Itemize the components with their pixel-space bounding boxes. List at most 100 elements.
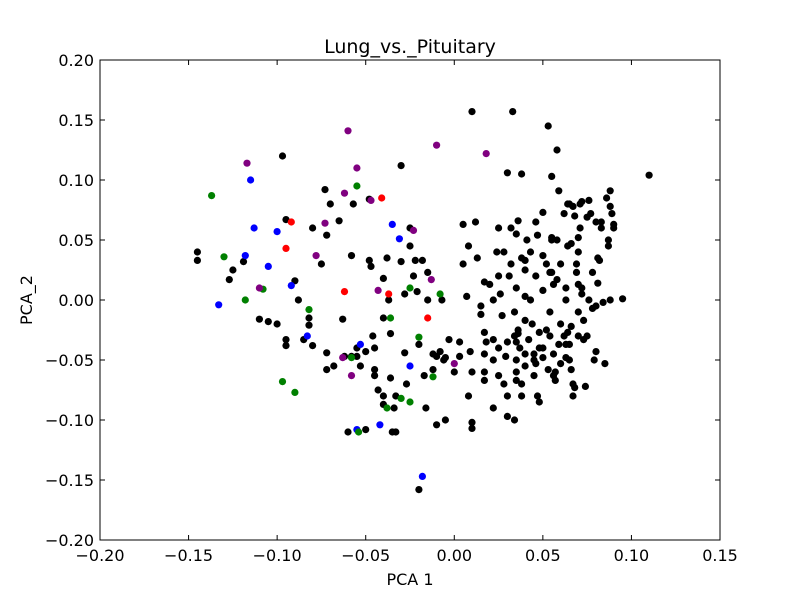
data-point <box>349 200 357 208</box>
data-point <box>482 150 490 158</box>
data-point <box>489 336 497 344</box>
data-point <box>353 352 361 360</box>
data-point <box>512 338 520 346</box>
data-point <box>496 290 504 298</box>
data-point <box>323 349 331 357</box>
data-point <box>386 330 395 338</box>
data-point <box>371 366 379 374</box>
data-point <box>521 362 529 370</box>
data-point <box>610 224 618 232</box>
data-point <box>645 171 653 179</box>
data-point <box>353 164 361 172</box>
data-point <box>500 380 508 388</box>
x-tick-label: −0.10 <box>253 546 302 565</box>
data-point <box>505 272 513 280</box>
data-point <box>489 356 497 364</box>
data-point <box>489 404 497 412</box>
data-point <box>532 360 540 368</box>
data-point <box>397 258 405 266</box>
data-point <box>379 314 387 322</box>
data-point <box>239 258 248 266</box>
data-point <box>525 336 533 344</box>
data-point <box>569 392 577 400</box>
data-point <box>510 308 519 316</box>
data-point <box>247 176 255 184</box>
y-axis-label: PCA_2 <box>17 275 37 325</box>
data-point <box>383 404 391 412</box>
data-point <box>330 362 338 370</box>
data-point <box>495 372 503 380</box>
data-point <box>503 338 511 346</box>
data-point <box>340 189 349 197</box>
data-point <box>542 260 551 268</box>
y-tick-label: −0.15 <box>45 471 94 490</box>
data-point <box>477 302 485 310</box>
y-tick-label: −0.20 <box>45 531 94 550</box>
data-point <box>429 350 437 358</box>
data-point <box>273 320 281 328</box>
data-point <box>503 392 511 400</box>
data-point <box>379 274 387 282</box>
data-point <box>427 276 435 284</box>
data-point <box>567 240 575 248</box>
data-point <box>406 242 414 250</box>
data-point <box>215 301 223 309</box>
data-point <box>585 196 593 204</box>
data-point <box>305 306 313 314</box>
data-point <box>459 220 467 228</box>
data-point <box>424 314 432 322</box>
y-tick-label: 0.15 <box>58 111 94 130</box>
data-point <box>385 290 393 298</box>
data-point <box>512 284 520 292</box>
data-point <box>581 382 590 390</box>
data-point <box>539 286 547 294</box>
data-point <box>521 266 529 274</box>
y-tick-label: 0.20 <box>58 51 94 70</box>
data-point <box>340 288 349 296</box>
x-tick-label: −0.15 <box>164 546 213 565</box>
data-point <box>278 152 287 160</box>
data-point <box>530 372 538 380</box>
data-point <box>229 266 237 274</box>
data-point <box>441 354 449 362</box>
data-point <box>532 272 540 280</box>
data-point <box>468 424 476 432</box>
data-point <box>362 426 370 434</box>
data-point <box>347 372 356 380</box>
data-point <box>562 296 570 304</box>
data-point <box>583 332 591 340</box>
data-point <box>606 187 614 195</box>
data-point <box>335 217 343 225</box>
data-point <box>339 354 347 362</box>
data-point <box>397 394 405 402</box>
data-point <box>521 292 529 300</box>
data-point <box>317 260 325 268</box>
data-point <box>528 320 536 328</box>
data-point <box>578 290 586 298</box>
data-point <box>571 384 579 392</box>
data-point <box>468 108 476 116</box>
data-point <box>523 236 531 244</box>
data-point <box>383 254 391 262</box>
data-point <box>512 368 520 376</box>
data-point <box>287 282 295 290</box>
data-point <box>323 366 331 374</box>
data-point <box>480 350 488 358</box>
data-point <box>544 122 552 130</box>
data-point <box>495 224 503 232</box>
data-point <box>574 234 582 242</box>
data-point <box>379 392 387 400</box>
data-point <box>551 376 559 384</box>
data-point <box>480 368 488 376</box>
data-point <box>353 182 361 190</box>
data-point <box>305 314 313 322</box>
data-point <box>388 220 396 228</box>
data-point <box>565 340 574 348</box>
data-point <box>401 290 409 298</box>
data-point <box>321 219 329 227</box>
data-point <box>264 262 272 270</box>
data-point <box>225 276 233 284</box>
data-point <box>473 254 481 262</box>
data-point <box>369 332 377 340</box>
